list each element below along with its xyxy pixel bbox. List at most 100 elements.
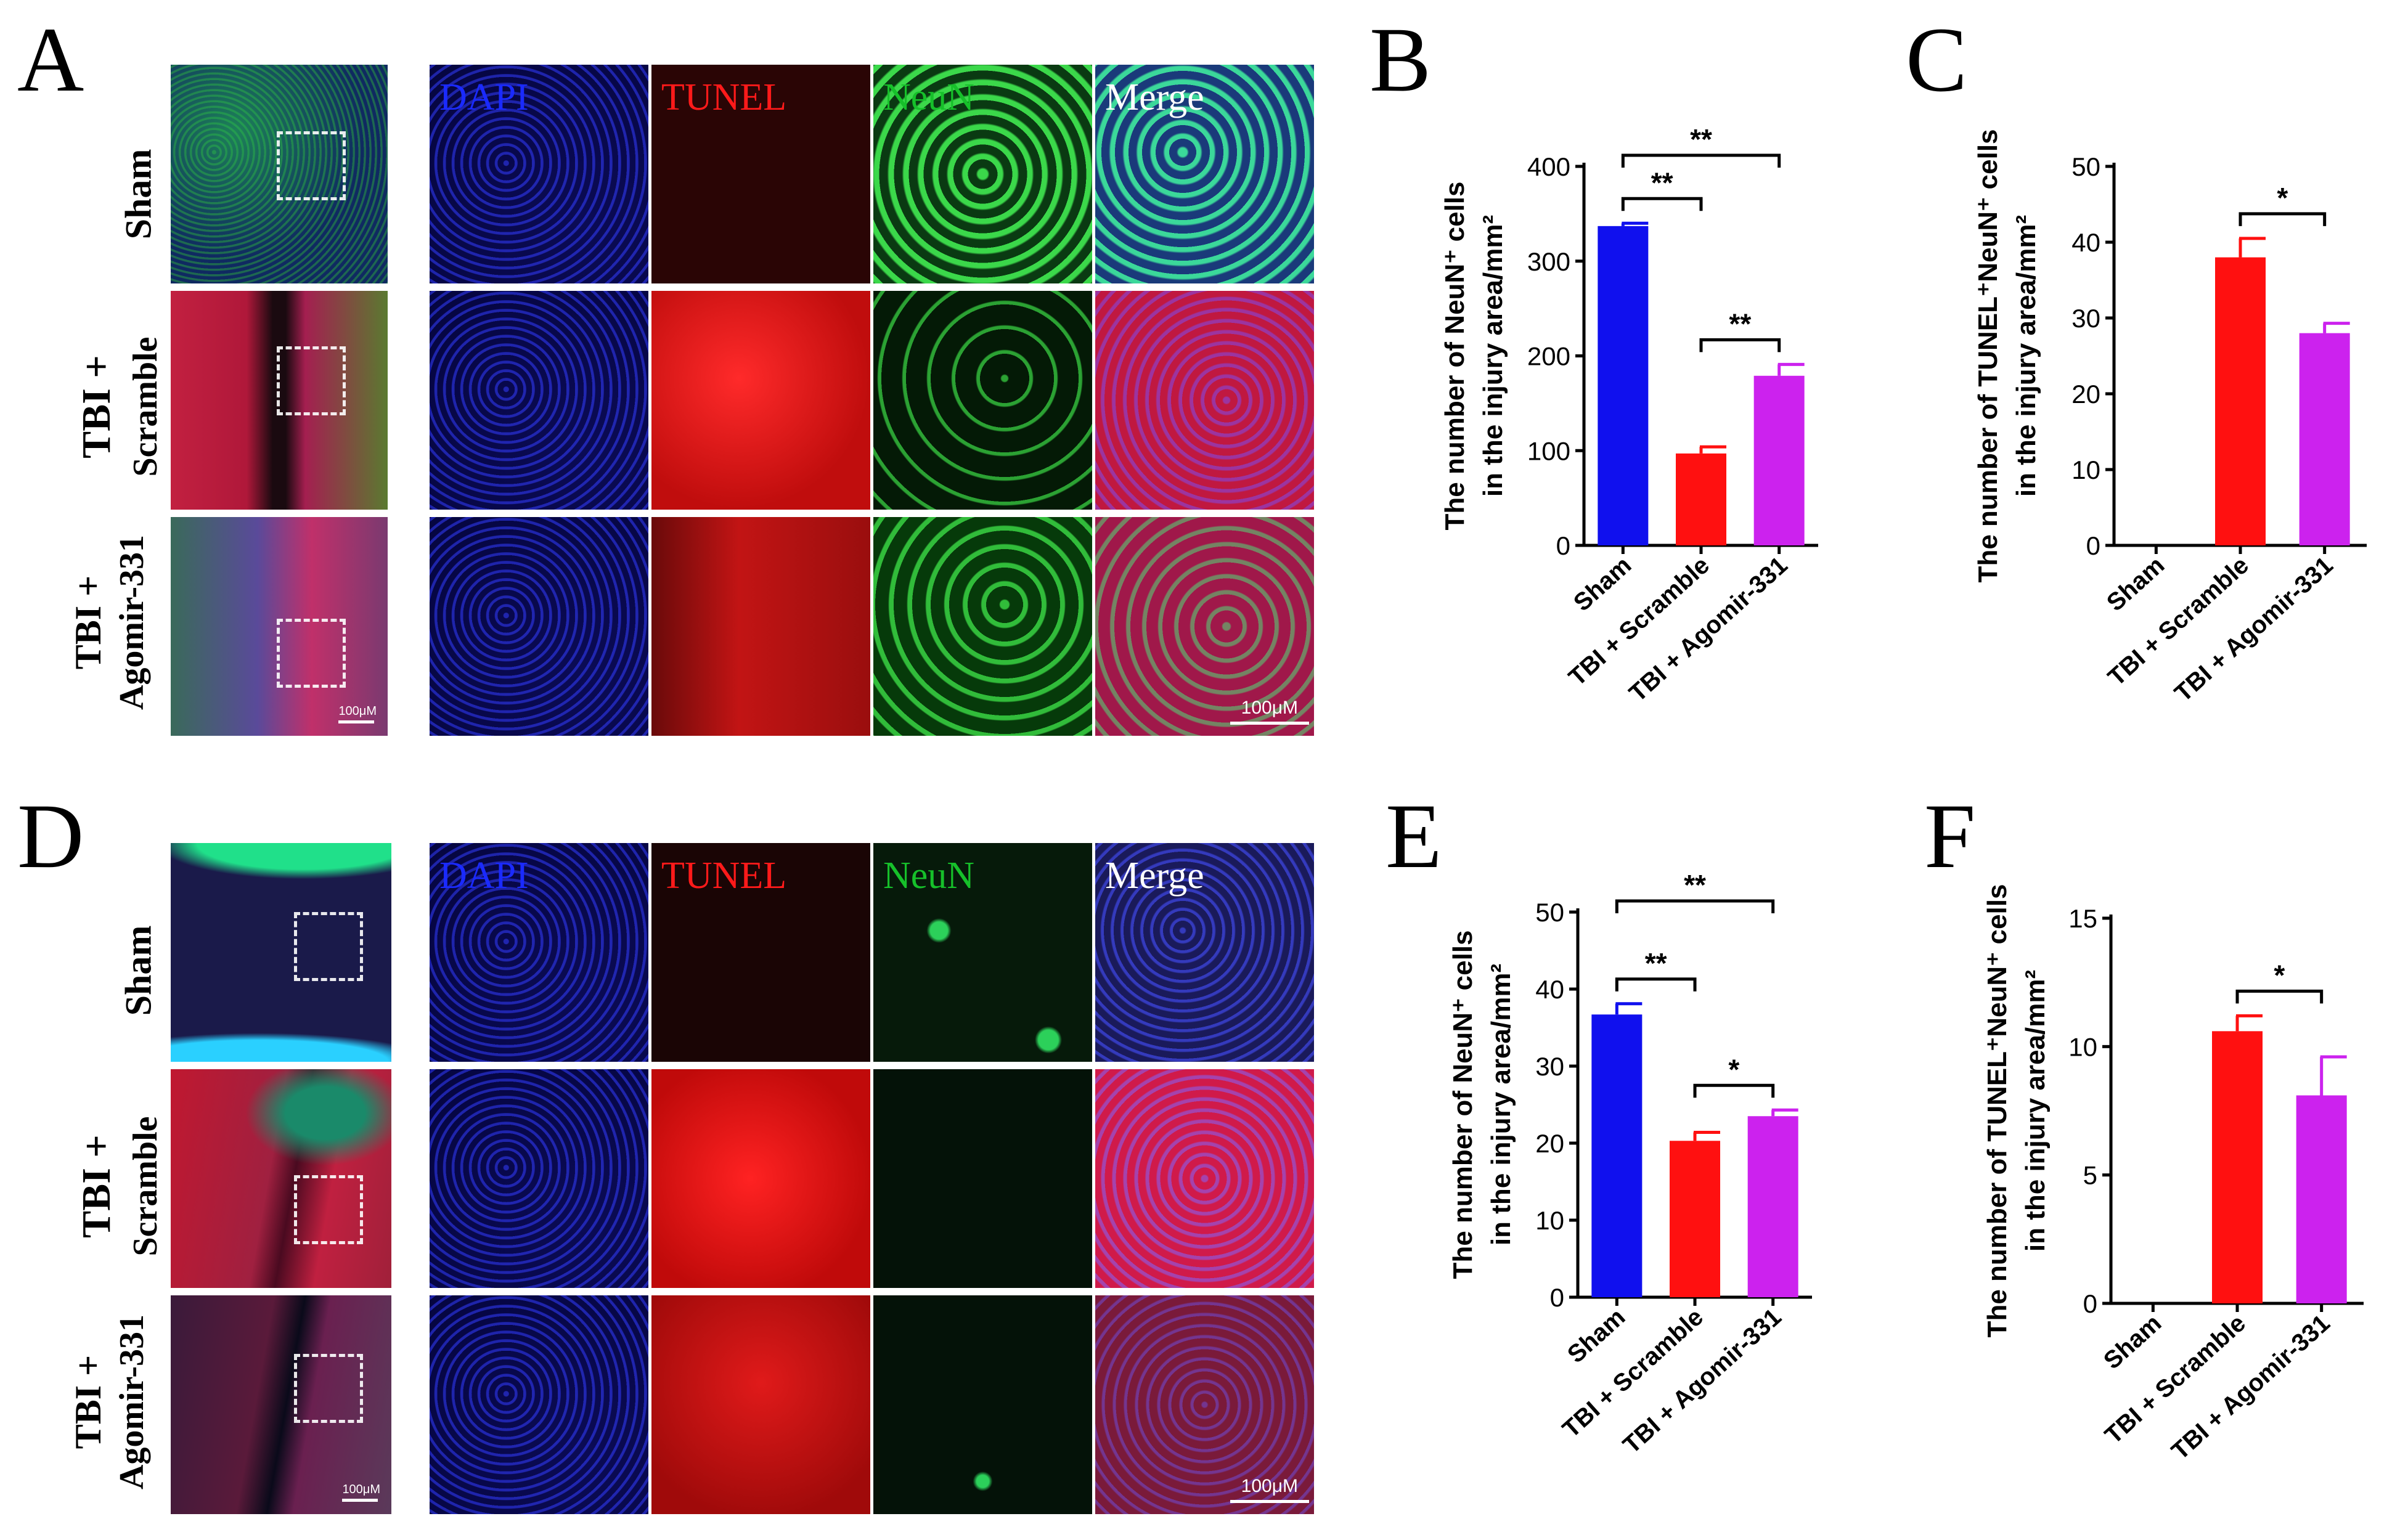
- y-tick-label-b-1: 100: [1527, 436, 1570, 465]
- micrograph-a-sham-neun: NeuN: [873, 65, 1092, 283]
- x-tick-label-c-0: Sham: [2102, 552, 2169, 617]
- overview-a-agomir: 100μM: [171, 517, 388, 736]
- merge-scale-bar-d: [1230, 1500, 1309, 1503]
- panel-letter-c: C: [1906, 9, 1968, 111]
- row-label-agomir-d: TBI + Agomir-331: [68, 1314, 151, 1490]
- overview-scale-bar-d: [342, 1499, 378, 1502]
- y-axis-label-e-0: The number of NeuN⁺ cells: [1448, 931, 1478, 1279]
- sig-label-e-0: **: [1684, 869, 1706, 901]
- sig-bracket-f-0: [2235, 989, 2324, 1004]
- y-axis-label-b-1: in the injury area/mm²: [1478, 215, 1508, 497]
- bar-e-1: [1670, 1141, 1720, 1297]
- bar-b-1: [1676, 453, 1726, 545]
- x-tick-label-c-2: TBI + Agomir-331: [2169, 552, 2338, 707]
- channel-label-a-dapi: DAPI: [439, 76, 529, 118]
- y-tick-label-c-0: 0: [2086, 531, 2100, 560]
- panel-letter-e: E: [1386, 785, 1442, 887]
- micrograph-a-scramble-merge: [1095, 291, 1314, 510]
- overview-d-agomir: 100μM: [171, 1295, 391, 1514]
- sig-label-b-2: **: [1729, 308, 1751, 340]
- sig-label-f-0: *: [2274, 959, 2285, 991]
- channel-label-d-merge: Merge: [1105, 855, 1204, 897]
- panel-letter-f: F: [1924, 785, 1976, 887]
- micrograph-d-scramble-dapi: [430, 1069, 648, 1288]
- y-tick-label-e-3: 30: [1535, 1052, 1564, 1081]
- bar-f-1: [2212, 1031, 2263, 1303]
- sig-label-e-2: *: [1728, 1053, 1739, 1085]
- sig-label-b-0: **: [1690, 123, 1712, 155]
- micrograph-d-sham-merge: Merge: [1095, 843, 1314, 1062]
- overview-scale-text-d: 100μM: [342, 1483, 380, 1496]
- overview-d-sham: [171, 843, 391, 1062]
- panel-letter-d: D: [17, 785, 84, 887]
- x-tick-label-f-1: TBI + Scramble: [2100, 1310, 2251, 1449]
- micrograph-d-scramble-tunel: [651, 1069, 870, 1288]
- y-tick-label-c-5: 50: [2071, 152, 2100, 181]
- y-tick-label-f-1: 5: [2083, 1161, 2097, 1190]
- y-tick-label-b-2: 200: [1527, 342, 1570, 371]
- micrograph-a-sham-tunel: TUNEL: [651, 65, 870, 283]
- sig-bracket-e-1: [1615, 977, 1697, 992]
- y-tick-label-f-2: 10: [2068, 1032, 2097, 1061]
- bar-e-0: [1591, 1014, 1643, 1297]
- micrograph-a-scramble-dapi: [430, 291, 648, 510]
- bar-c-2: [2299, 333, 2350, 545]
- roi-box-d-agomir: [294, 1354, 363, 1423]
- y-tick-label-f-3: 15: [2068, 904, 2097, 933]
- roi-box-a-agomir: [277, 619, 346, 688]
- panel-letter-b: B: [1369, 9, 1432, 111]
- micrograph-d-scramble-merge: [1095, 1069, 1314, 1288]
- micrograph-a-agomir-tunel: [651, 517, 870, 736]
- overview-d-scramble: [171, 1069, 391, 1288]
- roi-box-d-scramble: [294, 1175, 363, 1244]
- sig-bracket-e-0: [1615, 899, 1775, 913]
- x-tick-label-b-1: TBI + Scramble: [1564, 552, 1715, 691]
- overview-a-scramble: [171, 291, 388, 510]
- y-axis-label-c-1: in the injury area/mm²: [2011, 215, 2041, 497]
- y-axis-label-b-0: The number of NeuN⁺ cells: [1440, 182, 1470, 531]
- sig-bracket-b-0: [1621, 153, 1781, 168]
- micrograph-d-sham-dapi: DAPI: [430, 843, 648, 1062]
- y-tick-label-b-4: 400: [1527, 152, 1570, 181]
- channel-label-a-merge: Merge: [1105, 76, 1204, 118]
- overview-scale-text-a: 100μM: [338, 704, 377, 718]
- channel-label-a-tunel: TUNEL: [661, 76, 787, 118]
- micrograph-a-sham-merge: Merge: [1095, 65, 1314, 283]
- y-tick-label-e-5: 50: [1535, 898, 1564, 927]
- sig-bracket-b-1: [1621, 197, 1703, 211]
- sig-label-e-1: **: [1645, 947, 1667, 979]
- channel-label-d-neun: NeuN: [883, 855, 975, 897]
- row-label-scramble-a: TBI + Scramble: [74, 336, 165, 477]
- bar-f-2: [2296, 1095, 2347, 1303]
- bar-b-0: [1598, 226, 1649, 545]
- sig-label-b-1: **: [1651, 166, 1673, 198]
- micrograph-a-scramble-tunel: [651, 291, 870, 510]
- bar-c-1: [2215, 257, 2266, 545]
- micrograph-d-sham-tunel: TUNEL: [651, 843, 870, 1062]
- x-tick-label-e-0: Sham: [1562, 1303, 1630, 1369]
- sig-bracket-b-2: [1699, 338, 1781, 352]
- channel-label-d-tunel: TUNEL: [661, 855, 787, 897]
- bar-e-2: [1747, 1116, 1798, 1297]
- x-tick-label-f-2: TBI + Agomir-331: [2166, 1310, 2335, 1465]
- bar-b-2: [1753, 375, 1805, 545]
- y-tick-label-e-1: 10: [1535, 1206, 1564, 1235]
- micrograph-d-agomir-dapi: [430, 1295, 648, 1514]
- y-tick-label-e-4: 40: [1535, 975, 1564, 1004]
- micrograph-d-sham-neun: NeuN: [873, 843, 1092, 1062]
- merge-scale-text-a: 100μM: [1241, 698, 1298, 718]
- micrograph-d-agomir-merge: 100μM: [1095, 1295, 1314, 1514]
- sig-bracket-e-2: [1693, 1083, 1775, 1098]
- channel-label-a-neun: NeuN: [883, 76, 975, 118]
- x-tick-label-f-0: Sham: [2099, 1310, 2166, 1375]
- y-tick-label-e-0: 0: [1550, 1283, 1564, 1312]
- x-tick-label-b-0: Sham: [1569, 552, 1636, 617]
- micrograph-d-agomir-neun: [873, 1295, 1092, 1514]
- row-label-agomir-a: TBI + Agomir-331: [68, 534, 151, 711]
- x-tick-label-c-1: TBI + Scramble: [2103, 552, 2254, 691]
- roi-box-a-scramble: [277, 346, 346, 415]
- y-tick-label-c-1: 10: [2071, 455, 2100, 484]
